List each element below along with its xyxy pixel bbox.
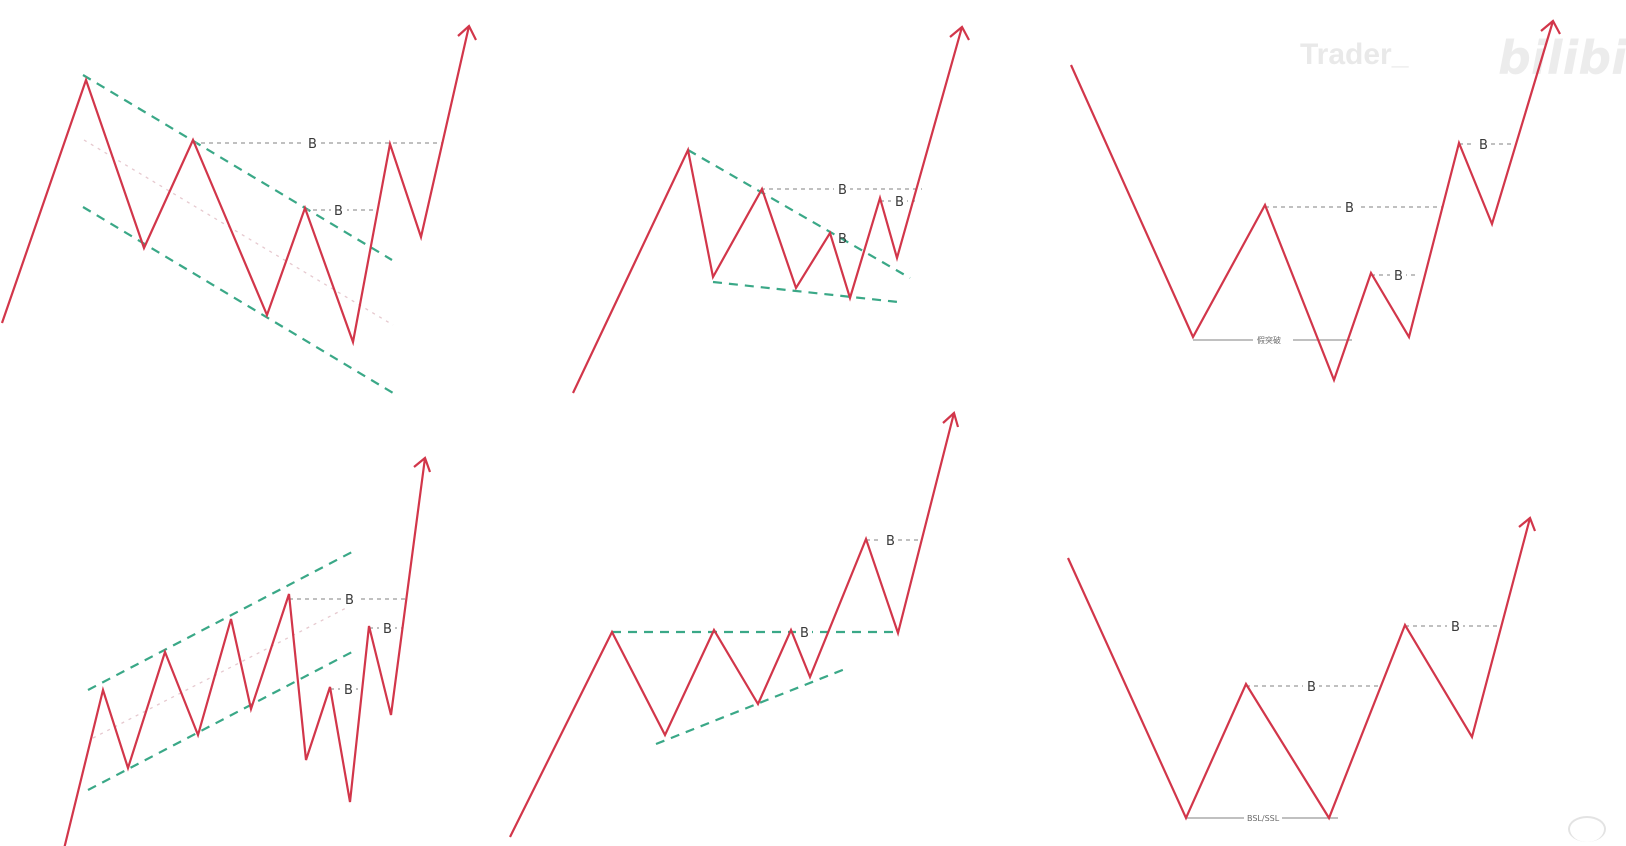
watermark-author: Trader_ bbox=[1300, 38, 1409, 71]
breakout-label: B bbox=[344, 683, 353, 698]
lower-trendline bbox=[712, 280, 899, 304]
panel-falling-wedge: B B B bbox=[572, 25, 970, 394]
breakout-label: B bbox=[1394, 269, 1403, 284]
arrow-up-icon bbox=[949, 25, 970, 41]
breakout-label: B bbox=[838, 232, 847, 247]
breakout-label: B bbox=[334, 204, 343, 219]
arrow-up-icon bbox=[1540, 19, 1561, 35]
breakout-label: B bbox=[886, 534, 895, 549]
price-path bbox=[572, 26, 964, 394]
panel-double-bottom-bsl-ssl: BSL/SSL B B bbox=[1066, 516, 1537, 824]
panel-ascending-triangle: B B bbox=[509, 410, 960, 838]
watermark: Trader_ bilibili bbox=[1300, 31, 1626, 85]
breakout-label: B bbox=[1451, 620, 1460, 635]
lower-trendline bbox=[82, 206, 394, 394]
breakout-label: B bbox=[1307, 680, 1316, 695]
replay-icon[interactable] bbox=[1568, 816, 1606, 842]
upper-trendline bbox=[87, 551, 353, 691]
arrow-up-icon bbox=[942, 410, 960, 428]
base-label: BSL/SSL bbox=[1247, 814, 1280, 823]
panel-ascending-channel: B B B bbox=[63, 456, 432, 846]
lower-trendline bbox=[87, 651, 353, 791]
breakout-label: B bbox=[895, 195, 904, 210]
rising-support-line bbox=[655, 667, 846, 746]
breakout-label: B bbox=[800, 626, 809, 641]
watermark-logo: bilibili bbox=[1498, 31, 1626, 85]
arrow-up-icon bbox=[1518, 516, 1537, 532]
breakout-label: B bbox=[383, 622, 392, 637]
breakout-label: B bbox=[345, 593, 354, 608]
arrow-up-icon bbox=[457, 24, 477, 41]
price-path bbox=[509, 412, 956, 838]
breakout-label: B bbox=[1345, 201, 1354, 216]
base-label: 假突破 bbox=[1257, 335, 1281, 345]
breakout-label: B bbox=[308, 137, 317, 152]
upper-trendline bbox=[82, 74, 393, 261]
panel-descending-channel: B B bbox=[0, 24, 477, 394]
price-path bbox=[63, 457, 427, 846]
price-path bbox=[1069, 20, 1555, 384]
panel-double-bottom-sweep: 假突破 B B B bbox=[1069, 19, 1561, 384]
arrow-up-icon bbox=[413, 456, 432, 473]
upper-trendline bbox=[687, 149, 911, 279]
price-path bbox=[1066, 517, 1532, 821]
channel-midline bbox=[92, 604, 353, 739]
breakout-label: B bbox=[1479, 138, 1488, 153]
price-path bbox=[0, 25, 471, 347]
breakout-label: B bbox=[838, 183, 847, 198]
